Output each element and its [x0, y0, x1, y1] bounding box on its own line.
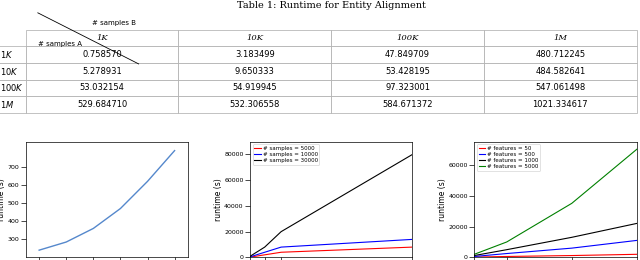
Y-axis label: runtime (s): runtime (s) — [214, 178, 223, 221]
Y-axis label: runtime (s): runtime (s) — [438, 178, 447, 221]
Text: # samples A: # samples A — [38, 41, 82, 47]
Text: # samples B: # samples B — [92, 20, 136, 26]
Y-axis label: runtime (s): runtime (s) — [0, 178, 6, 221]
Legend: # samples = 5000, # samples = 10000, # samples = 30000: # samples = 5000, # samples = 10000, # s… — [253, 144, 319, 165]
Text: Table 1: Runtime for Entity Alignment: Table 1: Runtime for Entity Alignment — [237, 1, 426, 10]
Legend: # features = 50, # features = 500, # features = 1000, # features = 5000: # features = 50, # features = 500, # fea… — [477, 144, 540, 171]
